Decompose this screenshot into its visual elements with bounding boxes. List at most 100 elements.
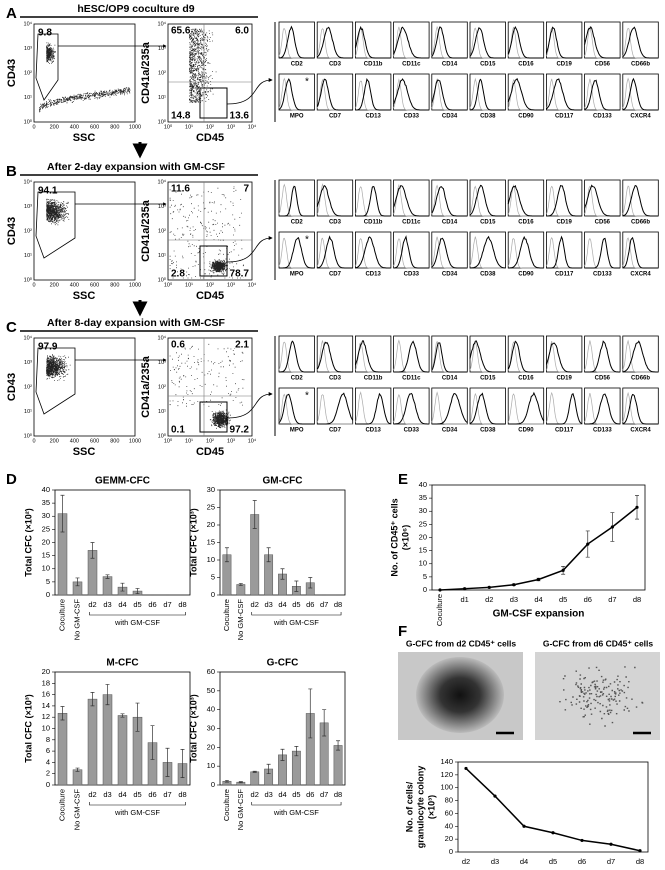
histogram	[354, 387, 392, 425]
error-bar	[75, 767, 80, 772]
log-tick: 10²	[158, 228, 166, 234]
error-bar	[294, 746, 299, 757]
log-tick: 10⁴	[248, 437, 257, 444]
chart-title: GM-CFC	[263, 476, 303, 487]
log-tick: 10³	[158, 204, 166, 210]
y-tick-label: 120	[440, 770, 453, 779]
x-tick-label: Coculture	[57, 789, 66, 821]
gate-value: 97.9	[38, 342, 58, 353]
error-bar	[120, 582, 125, 592]
chart-title: G-CFC	[267, 658, 299, 669]
x-tick-label: d5	[549, 857, 557, 866]
histogram-curve	[622, 236, 659, 269]
histogram-curve	[469, 340, 506, 373]
marker-label: CD2	[291, 376, 304, 382]
log-tick: 10¹	[24, 409, 32, 415]
panel-label: A	[6, 5, 17, 22]
y-tick-label: 4	[46, 757, 50, 766]
marker-label: CXCR4	[630, 114, 651, 120]
quadrant-value: 13.6	[230, 111, 250, 122]
error-bar	[294, 580, 299, 592]
x-tick-label: d8	[636, 857, 644, 866]
log-tick: 10³	[227, 124, 235, 130]
row-title: After 8-day expansion with GM-CSF	[47, 317, 226, 329]
x-tick-label: d7	[163, 790, 171, 799]
log-tick: 10⁰	[24, 276, 33, 283]
histogram-curve	[431, 186, 468, 217]
log-tick: 10⁴	[248, 281, 257, 288]
error-bar	[150, 725, 155, 760]
bar	[87, 698, 98, 786]
histogram-curve	[431, 391, 468, 425]
x-tick-label: d3	[264, 600, 272, 609]
x-tick-label: d2	[88, 790, 96, 799]
y-tick-label: 14	[42, 701, 50, 710]
y-tick-label: 8	[46, 735, 50, 744]
marker-label: CD3	[329, 62, 342, 68]
y-tick-label: 18	[42, 678, 50, 687]
point	[610, 525, 614, 529]
histogram-curve	[584, 393, 621, 425]
ssc-tick: 800	[110, 124, 119, 130]
group-bracket	[251, 802, 342, 806]
bar	[72, 769, 83, 786]
row-title: hESC/OP9 coculture d9	[77, 3, 194, 15]
y-tick-label: 80	[445, 796, 453, 805]
quadrant-value: 0.6	[171, 340, 185, 351]
point	[561, 568, 565, 572]
log-tick: 10²	[24, 70, 32, 76]
y-tick-label: 20	[207, 742, 215, 751]
error-bar	[180, 749, 185, 779]
scatter-dots	[39, 42, 131, 113]
histogram-curve	[545, 342, 582, 373]
point	[551, 831, 555, 835]
histogram-curve	[469, 27, 506, 59]
x-tick-label: d8	[178, 790, 186, 799]
log-tick: 10²	[206, 438, 214, 444]
histogram-curve	[622, 77, 659, 111]
log-tick: 10¹	[185, 438, 193, 444]
gate	[35, 347, 76, 415]
histogram-curve	[393, 235, 430, 269]
image-title: G-CFC from d6 CD45⁺ cells	[543, 638, 654, 648]
bar	[57, 712, 68, 786]
x-tick-label: d3	[103, 790, 111, 799]
y-axis-label: (×10³)	[426, 795, 436, 819]
histogram-curve	[354, 25, 391, 59]
marker-label: CD133	[593, 114, 612, 120]
axis-label: CD43	[6, 373, 18, 401]
flow-plot	[33, 23, 136, 123]
gate-value: 9.8	[38, 28, 52, 39]
ssc-tick: 1000	[129, 438, 141, 444]
ssc-tick: 1000	[129, 124, 141, 130]
ssc-tick: 800	[110, 438, 119, 444]
histogram-curve	[355, 78, 391, 111]
y-axis-label: Total CFC (×10³)	[23, 694, 33, 763]
y-tick-label: 20	[207, 520, 215, 529]
marker-label: CD56	[595, 220, 611, 226]
axis-label: CD41a/235a	[140, 41, 152, 104]
marker-label: CD117	[555, 114, 574, 120]
histogram	[507, 21, 545, 59]
histogram	[584, 387, 621, 425]
error-bar	[224, 779, 229, 783]
histogram-curve	[355, 185, 391, 217]
y-tick-label: 30	[207, 485, 215, 494]
histogram-curve	[584, 79, 621, 111]
gate-value: 94.1	[38, 186, 58, 197]
marker-label: CD34	[442, 114, 458, 120]
log-tick: 10³	[227, 438, 235, 444]
x-tick-label: Coculture	[222, 789, 231, 821]
log-tick: 10¹	[24, 95, 32, 101]
x-tick-label: d6	[148, 600, 156, 609]
error-bar	[266, 763, 271, 775]
y-tick-label: 25	[419, 519, 427, 528]
marker-label: CD11b	[364, 220, 383, 226]
histogram	[316, 73, 354, 111]
marker-label: CD33	[404, 114, 420, 120]
histogram-curve	[431, 237, 468, 269]
marker-label: CD13	[365, 272, 381, 278]
error-bar	[252, 770, 257, 773]
histogram-curve	[316, 394, 353, 425]
histogram	[469, 387, 506, 425]
